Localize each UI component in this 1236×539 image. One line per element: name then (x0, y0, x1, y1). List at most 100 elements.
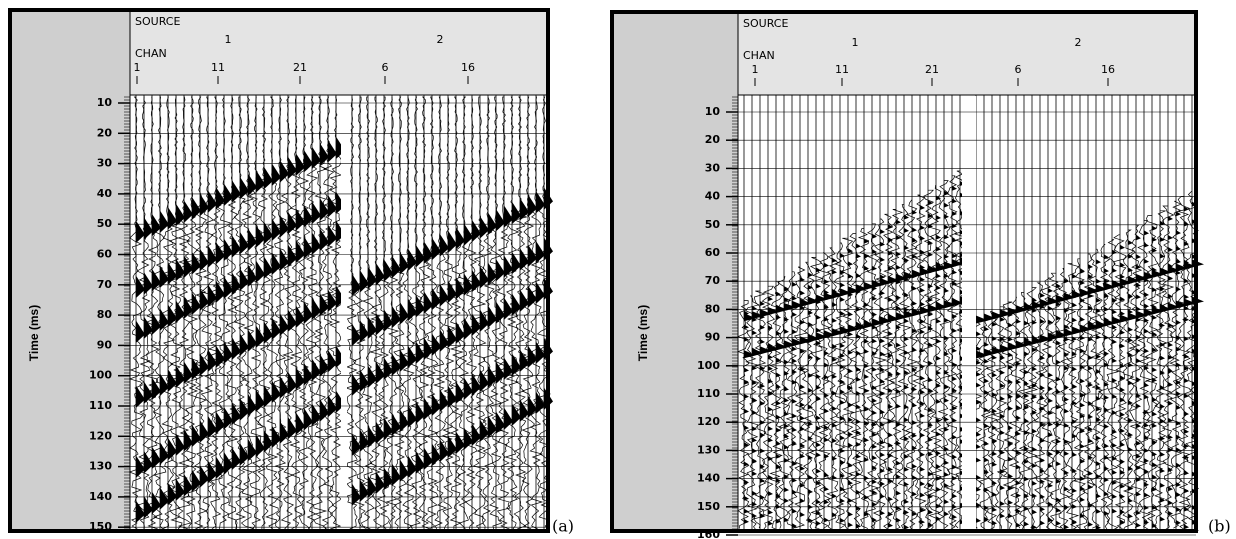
trace-peak (920, 400, 925, 406)
trace-peak (192, 469, 201, 493)
trace-peak (456, 276, 465, 300)
trace-peak (352, 373, 361, 396)
trace-peak (200, 288, 209, 311)
trace-peak (872, 324, 877, 330)
trace-peak (392, 353, 401, 376)
trace-peak (784, 457, 789, 463)
trace-peak (808, 435, 813, 441)
trace-peak (952, 387, 957, 393)
trace-peak (456, 321, 465, 344)
trace-peak (984, 341, 989, 347)
trace-peak (888, 237, 893, 243)
trace-peak (1168, 486, 1173, 492)
trace-wiggle (329, 96, 344, 530)
trace-wiggle (1024, 287, 1039, 531)
trace-peak (888, 403, 893, 409)
trace-peak (416, 294, 425, 318)
trace-peak (768, 365, 773, 371)
trace-peak (1024, 369, 1029, 375)
trace-peak (920, 451, 925, 457)
trace-peak (1000, 429, 1005, 435)
trace-peak (184, 200, 193, 223)
trace-peak (1160, 516, 1165, 522)
trace-wiggle (912, 194, 927, 529)
trace-peak (840, 282, 845, 288)
trace-peak (1136, 235, 1141, 241)
trace-peak (832, 317, 837, 323)
trace-peak (368, 316, 377, 339)
trace-peak (488, 262, 497, 285)
trace-peak (336, 191, 345, 214)
trace-peak (1136, 376, 1141, 382)
trace-peak (880, 421, 885, 427)
trace-peak (832, 390, 837, 396)
trace-peak (920, 301, 925, 307)
trace-peak (872, 311, 877, 317)
trace-peak (1160, 322, 1165, 328)
trace-peak (1064, 336, 1069, 342)
trace-peak (1152, 225, 1157, 231)
trace-peak (784, 340, 789, 346)
trace-peak (320, 143, 329, 166)
trace-peak (1144, 230, 1149, 236)
trace-peak (944, 351, 949, 357)
trace-peak (776, 414, 781, 420)
trace-peak (1104, 381, 1109, 387)
trace-peak (976, 431, 981, 437)
trace-peak (848, 273, 853, 279)
trace-peak (1088, 293, 1093, 299)
trace-peak (1008, 473, 1013, 479)
trace-peak (976, 486, 981, 492)
trace-peak (784, 411, 789, 417)
trace-peak (1080, 413, 1085, 419)
trace-peak (1000, 501, 1005, 507)
trace-peak (1064, 422, 1069, 428)
trace-peak (1088, 470, 1093, 476)
trace-peak (1056, 389, 1061, 395)
trace-peak (792, 329, 797, 335)
trace-peak (944, 287, 949, 293)
trace-peak (952, 198, 957, 204)
trace-peak (1160, 303, 1165, 309)
trace-peak (224, 238, 233, 262)
trace-peak (416, 401, 425, 424)
trace-peak (1072, 503, 1077, 509)
trace-peak (912, 285, 917, 291)
trace-peak (880, 510, 885, 516)
trace-peak (1072, 302, 1077, 308)
trace-peak (792, 300, 804, 309)
source-number: 2 (437, 33, 444, 46)
trace-peak (856, 419, 861, 425)
trace-peak (1088, 484, 1093, 490)
trace-peak (488, 305, 497, 328)
trace-peak (752, 347, 757, 353)
trace-peak (1008, 322, 1013, 328)
trace-wiggle (161, 96, 176, 530)
trace-peak (1008, 342, 1020, 351)
trace-peak (384, 357, 393, 380)
trace-peak (992, 321, 997, 327)
trace-peak (1096, 417, 1101, 423)
trace-peak (768, 296, 773, 302)
trace-peak (1016, 330, 1021, 336)
trace-peak (760, 448, 765, 454)
trace-peak (800, 498, 805, 504)
trace-peak (912, 402, 917, 408)
trace-wiggle (496, 96, 511, 530)
trace-peak (824, 289, 829, 295)
trace-peak (928, 200, 933, 206)
trace-peak (936, 417, 941, 423)
trace-peak (992, 354, 997, 360)
trace-peak (800, 426, 805, 432)
trace-peak (992, 520, 997, 526)
trace-peak (1096, 259, 1101, 265)
trace-peak (744, 324, 749, 330)
trace-wiggle (529, 96, 544, 530)
trace-peak (816, 520, 821, 526)
trace-peak (1008, 425, 1013, 431)
trace-wiggle (992, 306, 1008, 529)
trace-peak (864, 406, 869, 412)
trace-peak (936, 261, 941, 267)
trace-peak (136, 385, 145, 408)
trace-peak (928, 422, 933, 428)
